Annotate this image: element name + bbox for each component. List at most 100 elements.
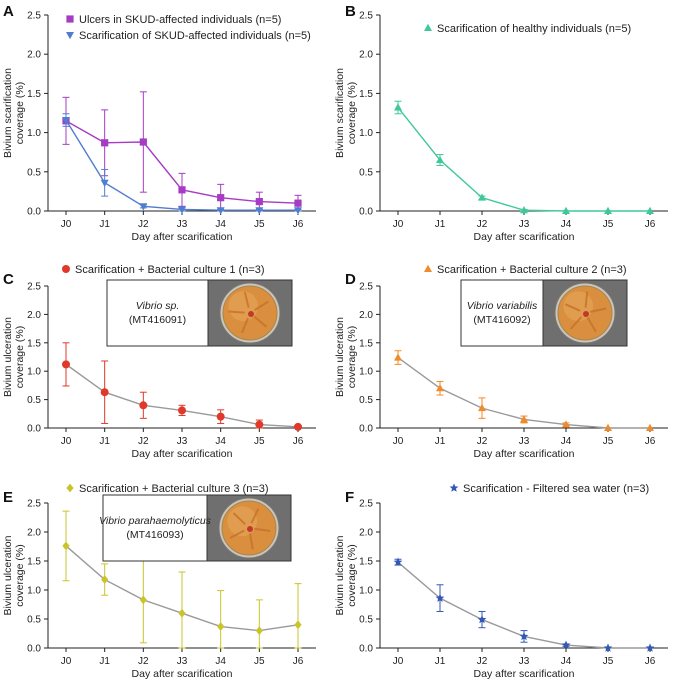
x-tick-label: J5: [254, 656, 265, 667]
data-point: [646, 423, 654, 431]
y-tick-label: 2.0: [27, 528, 41, 539]
data-point: [139, 595, 147, 605]
data-point: [62, 360, 70, 369]
y-tick-label: 2.5: [27, 282, 41, 293]
x-tick-label: J6: [645, 219, 656, 230]
petri-dish-icon: [218, 497, 280, 559]
y-axis-label: Bivium ulceration: [334, 535, 346, 615]
data-point: [178, 406, 186, 415]
x-tick-label: J2: [138, 219, 149, 230]
x-tick-label: J5: [603, 219, 614, 230]
data-point: [393, 557, 403, 566]
data-point: [178, 608, 186, 618]
x-tick-label: J3: [177, 436, 188, 447]
inset-accession: (MT416091): [129, 314, 186, 326]
x-tick-label: J1: [435, 219, 446, 230]
data-point: [478, 403, 486, 412]
legend-marker: [449, 483, 459, 492]
data-point: [294, 207, 302, 215]
y-tick-label: 0.5: [27, 395, 41, 406]
legend-entry: Ulcers in SKUD-affected individuals (n=5…: [79, 14, 281, 26]
legend-entry: Scarification of SKUD-affected individua…: [79, 30, 311, 42]
x-tick-label: J2: [477, 436, 488, 447]
x-axis-label: Day after scarification: [132, 668, 233, 680]
data-point: [520, 415, 528, 423]
legend-marker: [424, 23, 432, 31]
data-point: [139, 203, 148, 211]
y-axis-label: Bivium ulceration: [2, 535, 14, 615]
data-point: [217, 622, 225, 631]
data-point: [645, 643, 655, 652]
x-tick-label: J6: [293, 436, 304, 447]
y-tick-label: 1.0: [359, 128, 373, 139]
x-tick-label: J4: [561, 436, 572, 447]
y-tick-label: 1.5: [27, 89, 41, 100]
y-tick-label: 1.0: [27, 128, 41, 139]
panel-e: E 0.0 0.5 1.0 1.5 2.0 2.5 J0 J1 J2 J3 J4 J5 J6 Day aft…: [2, 483, 316, 680]
x-tick-label: J6: [645, 656, 656, 667]
series: [394, 100, 654, 214]
y-tick-label: 2.0: [359, 528, 373, 539]
legend-entry: Scarification + Bacterial culture 2 (n=3…: [437, 264, 627, 276]
panel-d: D 0.0 0.5 1.0 1.5 2.0 2.5 J0 J1 J2 J3 J4 J5 J6 Day aft…: [334, 264, 668, 460]
series-line: [397, 107, 650, 212]
y-tick-label: 1.0: [359, 367, 373, 378]
data-point: [255, 207, 264, 215]
legend-entry: Scarification of healthy individuals (n=…: [437, 23, 631, 35]
data-point: [562, 206, 570, 214]
data-point: [604, 206, 612, 214]
x-tick-label: J6: [293, 219, 304, 230]
series: [393, 557, 655, 652]
x-tick-label: J6: [645, 436, 656, 447]
y-axis-label-line2: coverage (%): [14, 82, 26, 144]
data-point: [216, 412, 225, 421]
y-tick-label: 2.5: [359, 499, 373, 510]
inset-species: Vibrio parahaemolyticus: [99, 515, 212, 527]
inset-accession: (MT416093): [126, 529, 183, 541]
panel-letter: B: [345, 3, 356, 20]
x-tick-label: J4: [561, 219, 572, 230]
panel-letter: F: [345, 489, 354, 506]
y-tick-label: 0.0: [359, 207, 373, 218]
x-tick-label: J4: [215, 219, 226, 230]
x-tick-label: J5: [254, 219, 265, 230]
x-axis-label: Day after scarification: [474, 668, 575, 680]
y-tick-label: 0.0: [27, 644, 41, 655]
y-tick-label: 0.5: [359, 167, 373, 178]
data-point: [178, 206, 186, 214]
y-tick-label: 2.5: [27, 11, 41, 22]
x-tick-label: J1: [99, 656, 110, 667]
y-tick-label: 0.5: [27, 167, 41, 178]
legend-marker: [66, 483, 74, 493]
panel-letter: C: [3, 271, 14, 288]
data-point: [217, 194, 225, 202]
x-tick-label: J1: [435, 656, 446, 667]
legend-marker: [66, 15, 74, 23]
y-tick-label: 0.5: [27, 615, 41, 626]
y-axis-label: Bivium scarification: [2, 68, 14, 158]
data-point: [603, 643, 613, 652]
inset-box: Vibrio parahaemolyticus (MT416093): [99, 494, 292, 562]
data-point: [255, 626, 263, 635]
x-tick-label: J0: [393, 656, 404, 667]
y-tick-label: 2.5: [27, 499, 41, 510]
y-axis-label: Bivium scarification: [334, 68, 346, 158]
y-axis-label: Bivium ulceration: [334, 317, 346, 397]
x-tick-label: J2: [477, 219, 488, 230]
y-tick-label: 1.5: [359, 338, 373, 349]
y-axis-label-line2: coverage (%): [14, 544, 26, 606]
data-point: [561, 640, 571, 649]
panel-letter: E: [3, 489, 13, 506]
series: [62, 113, 302, 215]
y-axis-label-line2: coverage (%): [14, 326, 26, 388]
panel-a: A 0.0 0.5 1.0 1.5 2.0 2.5 J0 J1 J2 J3 J4 J5 J6 Day aft…: [2, 3, 316, 243]
data-point: [62, 117, 70, 125]
x-tick-label: J0: [61, 219, 72, 230]
data-point: [294, 422, 302, 431]
x-tick-label: J2: [138, 656, 149, 667]
inset-species: Vibrio sp.: [136, 300, 180, 312]
data-point: [436, 155, 444, 164]
data-point: [255, 197, 263, 206]
data-point: [520, 206, 528, 214]
